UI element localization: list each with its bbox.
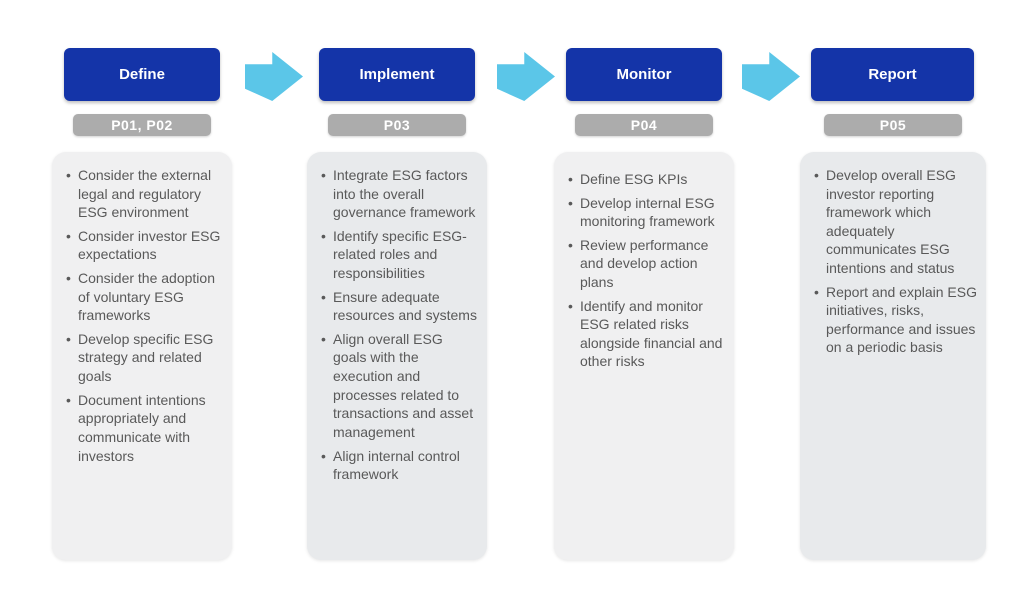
list-item: Integrate ESG factors into the overall g… <box>320 166 479 222</box>
list-item: Align overall ESG goals with the executi… <box>320 330 479 442</box>
phase-badge-monitor: P04 <box>575 114 713 136</box>
list-item: Develop internal ESG monitoring framewor… <box>567 194 726 231</box>
bullet-list: Develop overall ESG investor reporting f… <box>813 166 978 357</box>
stage-title: Monitor <box>616 66 672 83</box>
list-item: Identify specific ESG-related roles and … <box>320 227 479 283</box>
list-item: Ensure adequate resources and systems <box>320 288 479 325</box>
phase-badge-label: P04 <box>630 117 658 133</box>
flow-arrow-icon <box>742 52 800 101</box>
stage-header-monitor: Monitor <box>566 48 722 101</box>
list-item: Consider the external legal and regulato… <box>65 166 224 222</box>
list-item: Report and explain ESG initiatives, risk… <box>813 283 978 357</box>
stage-card-monitor: Define ESG KPIs Develop internal ESG mon… <box>554 152 734 560</box>
stage-title: Implement <box>359 66 435 83</box>
list-item: Consider the adoption of voluntary ESG f… <box>65 269 224 325</box>
bullet-list: Integrate ESG factors into the overall g… <box>320 166 479 484</box>
flow-arrow-icon <box>497 52 555 101</box>
bullet-list: Define ESG KPIs Develop internal ESG mon… <box>567 170 726 371</box>
list-item: Review performance and develop action pl… <box>567 236 726 292</box>
stage-card-implement: Integrate ESG factors into the overall g… <box>307 152 487 560</box>
bullet-list: Consider the external legal and regulato… <box>65 166 224 465</box>
stage-header-report: Report <box>811 48 974 101</box>
list-item: Document intentions appropriately and co… <box>65 391 224 465</box>
list-item: Identify and monitor ESG related risks a… <box>567 297 726 371</box>
phase-badge-define: P01, P02 <box>73 114 211 136</box>
stage-header-implement: Implement <box>319 48 475 101</box>
list-item: Develop specific ESG strategy and relate… <box>65 330 224 386</box>
stage-card-report: Develop overall ESG investor reporting f… <box>800 152 986 560</box>
flow-arrow-icon <box>245 52 303 101</box>
phase-badge-label: P01, P02 <box>111 117 173 133</box>
stage-title: Report <box>868 66 917 83</box>
phase-badge-label: P03 <box>383 117 411 133</box>
stage-card-define: Consider the external legal and regulato… <box>52 152 232 560</box>
list-item: Consider investor ESG expectations <box>65 227 224 264</box>
phase-badge-implement: P03 <box>328 114 466 136</box>
list-item: Define ESG KPIs <box>567 170 726 189</box>
phase-badge-label: P05 <box>879 117 907 133</box>
list-item: Develop overall ESG investor reporting f… <box>813 166 978 278</box>
stage-header-define: Define <box>64 48 220 101</box>
list-item: Align internal control framework <box>320 447 479 484</box>
phase-badge-report: P05 <box>824 114 962 136</box>
stage-title: Define <box>119 66 165 83</box>
